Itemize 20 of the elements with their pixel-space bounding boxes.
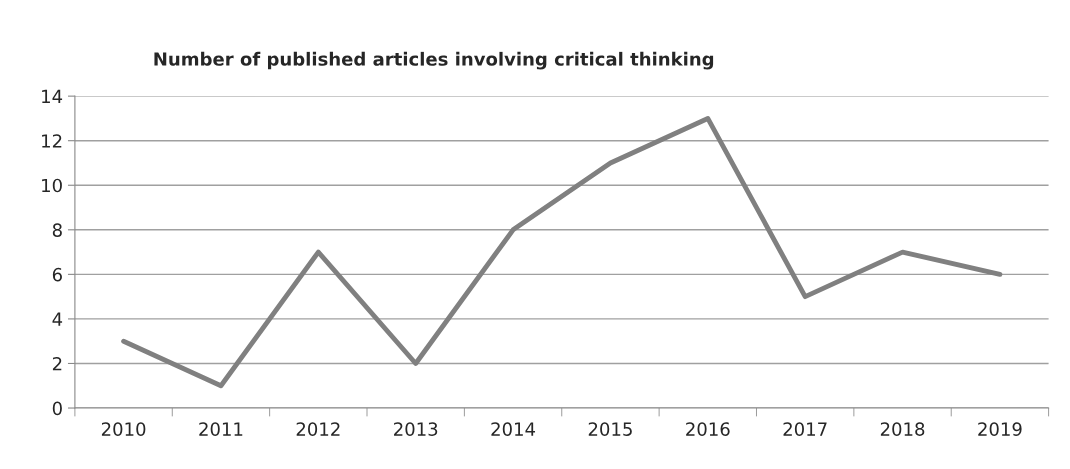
x-tick-label: 2010 (101, 422, 146, 436)
x-tick-label: 2013 (394, 422, 438, 436)
x-tick-label: 2015 (588, 422, 632, 436)
y-tick-label: 2 (52, 356, 62, 371)
y-tick-label: 12 (42, 134, 62, 148)
x-tick-label: 2011 (199, 422, 243, 436)
y-tick-label: 4 (52, 312, 63, 326)
line-series (121, 115, 1003, 389)
x-tick-label: 2016 (686, 422, 730, 436)
y-tick-label: 14 (42, 89, 63, 103)
chart-title: Number of published articles involving critical thinking (154, 51, 714, 70)
x-tick-label: 2014 (491, 422, 536, 436)
y-tick-label: 0 (52, 401, 62, 416)
y-tick-label: 8 (52, 223, 62, 237)
y-tick-label: 6 (52, 267, 62, 282)
x-tick-label: 2018 (880, 422, 925, 436)
x-tick-label: 2017 (783, 422, 827, 436)
y-tick-label: 10 (42, 178, 62, 193)
x-tick-label: 2012 (296, 422, 340, 436)
x-tick-label: 2019 (978, 422, 1022, 436)
